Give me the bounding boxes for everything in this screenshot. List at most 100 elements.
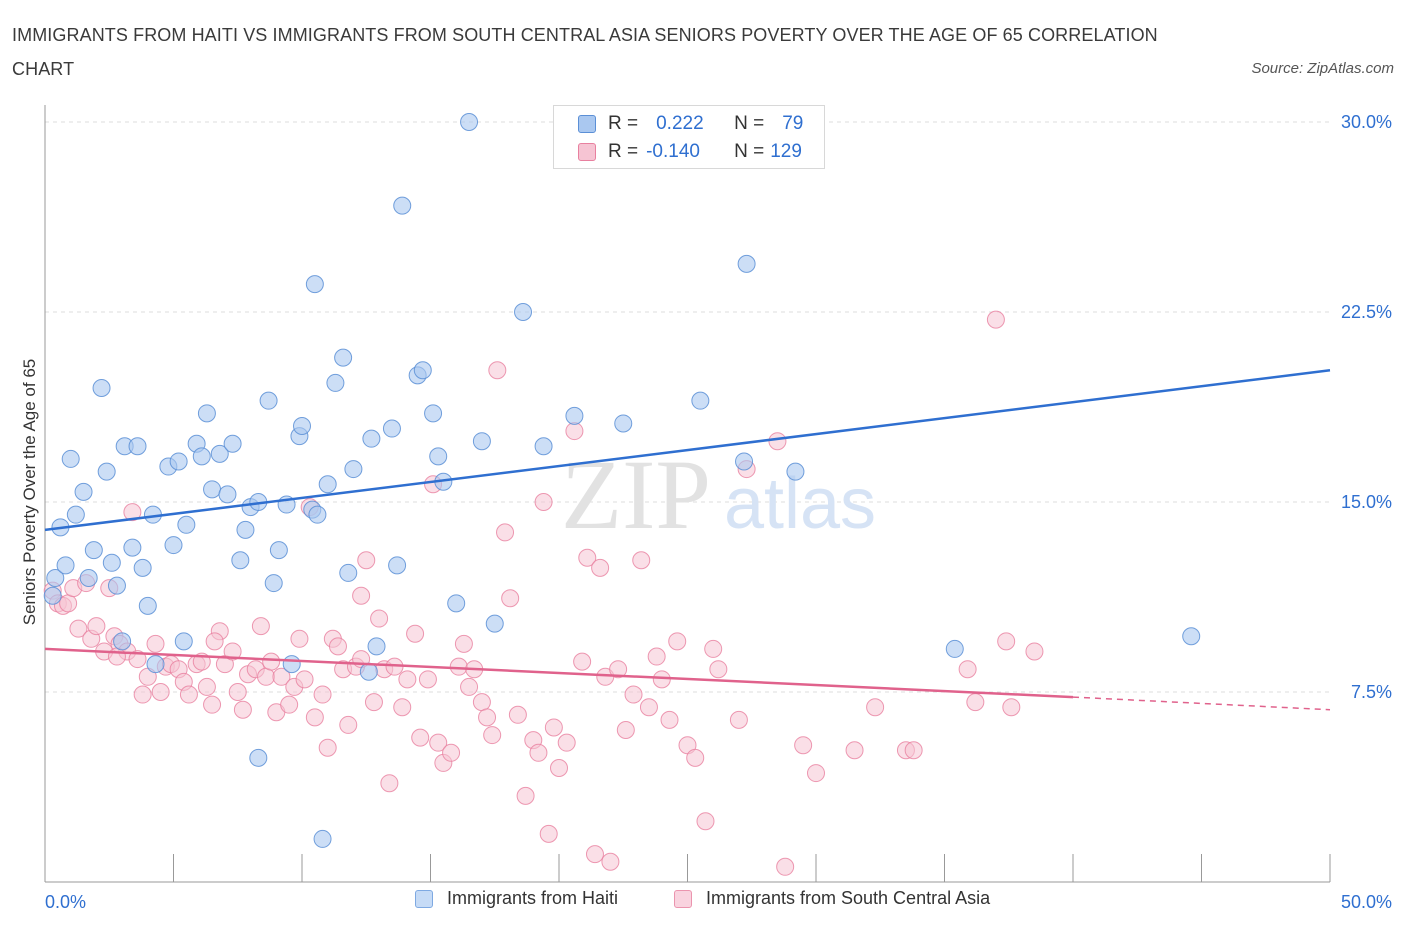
haiti-point bbox=[56, 556, 75, 575]
haiti-point bbox=[174, 632, 193, 651]
sca-point bbox=[632, 551, 651, 570]
y-tick-label: 22.5% bbox=[1341, 302, 1392, 322]
sca-point bbox=[609, 660, 628, 679]
haiti-point bbox=[339, 563, 358, 582]
haiti-point bbox=[282, 655, 301, 674]
sca-trend-extension bbox=[1072, 696, 1331, 711]
sca-point bbox=[729, 710, 748, 729]
sca-point bbox=[370, 609, 389, 628]
sca-point bbox=[696, 812, 715, 831]
haiti-point bbox=[92, 379, 111, 397]
sca-point bbox=[318, 738, 337, 757]
sca-point bbox=[107, 647, 126, 666]
haiti-point bbox=[393, 196, 412, 215]
y-axis-label: Seniors Poverty Over the Age of 65 bbox=[20, 359, 39, 625]
haiti-point bbox=[413, 361, 432, 380]
legend-r-label: R = bbox=[608, 141, 639, 162]
y-tick-label: 15.0% bbox=[1341, 492, 1392, 512]
sca-point bbox=[591, 558, 610, 577]
sca-point bbox=[233, 700, 252, 719]
sca-point bbox=[251, 617, 270, 636]
haiti-point bbox=[359, 662, 378, 681]
stats-legend: R = 0.222 N = 79 R = -0.140 N = 129 bbox=[553, 105, 825, 169]
sca-point bbox=[460, 677, 479, 696]
legend-swatch-sca bbox=[578, 143, 596, 161]
haiti-point bbox=[74, 482, 93, 501]
haiti-point bbox=[210, 444, 229, 463]
sca-point bbox=[357, 551, 376, 570]
haiti-point bbox=[123, 538, 142, 557]
haiti-point bbox=[1182, 627, 1201, 646]
sca-point bbox=[997, 632, 1016, 651]
sca-point bbox=[398, 670, 417, 689]
sca-point bbox=[411, 728, 430, 747]
sca-point bbox=[516, 786, 535, 805]
sca-point bbox=[550, 759, 568, 777]
sca-point bbox=[686, 748, 705, 767]
series-legend: Immigrants from Haiti Immigrants from So… bbox=[0, 888, 1406, 918]
sca-point bbox=[660, 710, 679, 729]
sca-point bbox=[352, 586, 371, 605]
haiti-point bbox=[249, 748, 268, 767]
sca-point bbox=[496, 523, 515, 542]
legend-swatch-sca bbox=[674, 889, 692, 908]
series-legend-sca[interactable]: Immigrants from South Central Asia bbox=[674, 888, 990, 909]
legend-r-value: 0.222 bbox=[656, 113, 704, 134]
sca-point bbox=[1025, 642, 1044, 661]
sca-point bbox=[508, 705, 527, 724]
haiti-point bbox=[308, 505, 327, 524]
sca-point bbox=[472, 693, 491, 712]
series-south-central-asia-points bbox=[43, 310, 1044, 876]
tick-labels: 7.5% 15.0% 22.5% 30.0% 0.0% 50.0% bbox=[45, 112, 1392, 912]
sca-point bbox=[529, 743, 548, 762]
sca-point bbox=[393, 698, 412, 717]
haiti-point bbox=[737, 254, 756, 273]
sca-point bbox=[179, 685, 198, 704]
haiti-point bbox=[565, 406, 584, 425]
sca-point bbox=[488, 361, 507, 380]
sca-point bbox=[639, 698, 658, 717]
sca-point bbox=[69, 619, 88, 638]
sca-point bbox=[305, 708, 324, 727]
sca-point bbox=[380, 774, 399, 793]
sca-point bbox=[442, 743, 461, 762]
sca-point bbox=[123, 503, 142, 522]
series-haiti-points bbox=[43, 113, 1201, 848]
sca-point bbox=[257, 667, 276, 686]
sca-point bbox=[483, 726, 502, 745]
sca-point bbox=[709, 660, 728, 679]
sca-point bbox=[565, 422, 584, 441]
legend-row-haiti: R = 0.222 N = 79 bbox=[578, 111, 803, 137]
haiti-point bbox=[113, 632, 132, 651]
haiti-point bbox=[614, 414, 633, 433]
sca-point bbox=[845, 741, 864, 760]
haiti-point bbox=[236, 520, 255, 539]
haiti-point bbox=[138, 596, 157, 615]
series-legend-haiti[interactable]: Immigrants from Haiti bbox=[415, 888, 618, 909]
legend-n-value: 129 bbox=[770, 141, 802, 162]
sca-point bbox=[704, 639, 723, 658]
haiti-point bbox=[735, 452, 754, 471]
sca-point bbox=[647, 647, 666, 666]
chart-title: IMMIGRANTS FROM HAITI VS IMMIGRANTS FROM… bbox=[12, 25, 1158, 79]
haiti-point bbox=[128, 437, 147, 456]
sca-point bbox=[228, 683, 247, 701]
legend-swatch-haiti bbox=[415, 889, 433, 908]
sca-point bbox=[794, 736, 813, 755]
trend-lines bbox=[44, 369, 1331, 711]
sca-point bbox=[866, 698, 885, 717]
sca-point bbox=[807, 764, 825, 783]
haiti-point bbox=[472, 432, 491, 451]
haiti-point bbox=[231, 551, 250, 570]
legend-swatch-haiti bbox=[578, 115, 596, 133]
sca-point bbox=[578, 548, 597, 567]
haiti-point bbox=[318, 475, 337, 494]
sca-point bbox=[601, 852, 620, 871]
y-tick-label: 30.0% bbox=[1341, 112, 1392, 132]
haiti-point bbox=[97, 462, 116, 481]
sca-point bbox=[151, 683, 170, 701]
sca-point bbox=[295, 670, 314, 689]
haiti-point bbox=[264, 574, 283, 593]
sca-point bbox=[616, 721, 635, 739]
haiti-point bbox=[460, 113, 479, 131]
